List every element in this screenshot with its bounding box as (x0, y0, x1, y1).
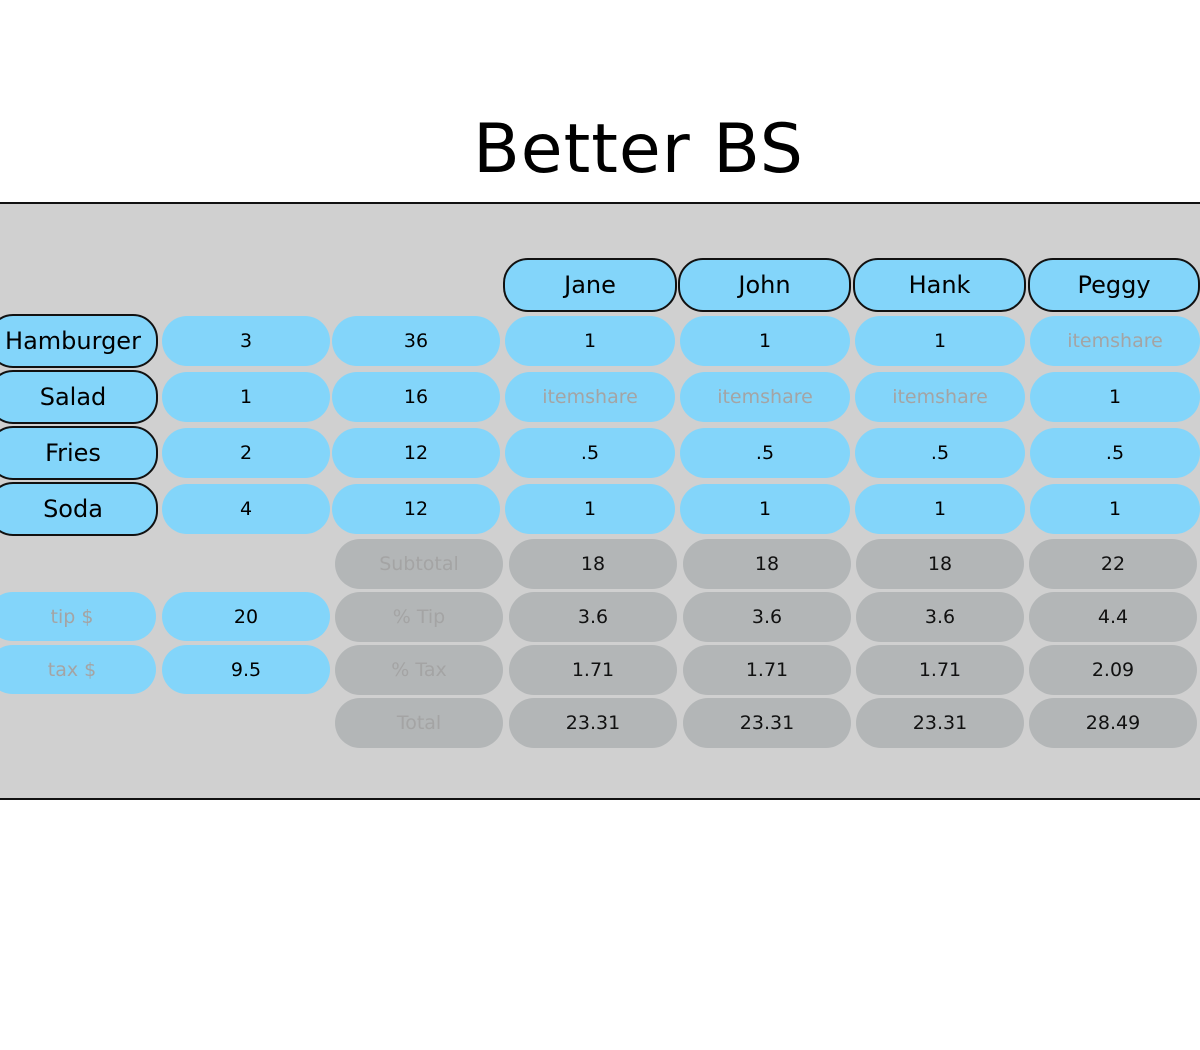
total-value: 23.31 (856, 698, 1024, 748)
item-share-cell[interactable]: itemshare (680, 372, 850, 422)
item-share-cell[interactable]: .5 (1030, 428, 1200, 478)
item-share-cell[interactable]: .5 (680, 428, 850, 478)
total-value: 23.31 (683, 698, 851, 748)
item-name-soda[interactable]: Soda (0, 482, 158, 536)
subtotal-value: 18 (683, 539, 851, 589)
item-share-cell[interactable]: itemshare (1030, 316, 1200, 366)
item-share-cell[interactable]: 1 (505, 484, 675, 534)
tip-share-value: 3.6 (509, 592, 677, 642)
total-label: Total (335, 698, 503, 748)
page-title: Better BS (473, 110, 804, 189)
tax-share-value: 1.71 (683, 645, 851, 695)
tip-share-value: 4.4 (1029, 592, 1197, 642)
person-header-john[interactable]: John (678, 258, 851, 312)
item-share-cell[interactable]: itemshare (855, 372, 1025, 422)
subtotal-value: 18 (509, 539, 677, 589)
item-price[interactable]: 12 (332, 484, 500, 534)
tax-share-value: 1.71 (509, 645, 677, 695)
subtotal-value: 18 (856, 539, 1024, 589)
item-name-salad[interactable]: Salad (0, 370, 158, 424)
item-share-cell[interactable]: .5 (855, 428, 1025, 478)
tip-label: tip $ (0, 592, 156, 641)
item-share-cell[interactable]: 1 (855, 316, 1025, 366)
subtotal-label: Subtotal (335, 539, 503, 589)
tip-amount-input[interactable]: 20 (162, 592, 330, 641)
item-quantity[interactable]: 1 (162, 372, 330, 422)
item-quantity[interactable]: 2 (162, 428, 330, 478)
person-header-peggy[interactable]: Peggy (1028, 258, 1200, 312)
tip-share-value: 3.6 (683, 592, 851, 642)
tip-share-label: % Tip (335, 592, 503, 642)
total-value: 23.31 (509, 698, 677, 748)
item-price[interactable]: 16 (332, 372, 500, 422)
item-share-cell[interactable]: 1 (855, 484, 1025, 534)
item-share-cell[interactable]: 1 (680, 484, 850, 534)
item-share-cell[interactable]: 1 (505, 316, 675, 366)
total-value: 28.49 (1029, 698, 1197, 748)
person-header-jane[interactable]: Jane (503, 258, 677, 312)
tax-share-label: % Tax (335, 645, 503, 695)
subtotal-value: 22 (1029, 539, 1197, 589)
tax-label: tax $ (0, 645, 156, 694)
item-quantity[interactable]: 3 (162, 316, 330, 366)
item-share-cell[interactable]: itemshare (505, 372, 675, 422)
item-price[interactable]: 36 (332, 316, 500, 366)
tax-share-value: 1.71 (856, 645, 1024, 695)
tax-share-value: 2.09 (1029, 645, 1197, 695)
item-share-cell[interactable]: 1 (680, 316, 850, 366)
item-price[interactable]: 12 (332, 428, 500, 478)
item-name-fries[interactable]: Fries (0, 426, 158, 480)
tip-share-value: 3.6 (856, 592, 1024, 642)
item-share-cell[interactable]: 1 (1030, 372, 1200, 422)
person-header-hank[interactable]: Hank (853, 258, 1026, 312)
item-quantity[interactable]: 4 (162, 484, 330, 534)
tax-amount-input[interactable]: 9.5 (162, 645, 330, 694)
item-share-cell[interactable]: .5 (505, 428, 675, 478)
item-name-hamburger[interactable]: Hamburger (0, 314, 158, 368)
item-share-cell[interactable]: 1 (1030, 484, 1200, 534)
